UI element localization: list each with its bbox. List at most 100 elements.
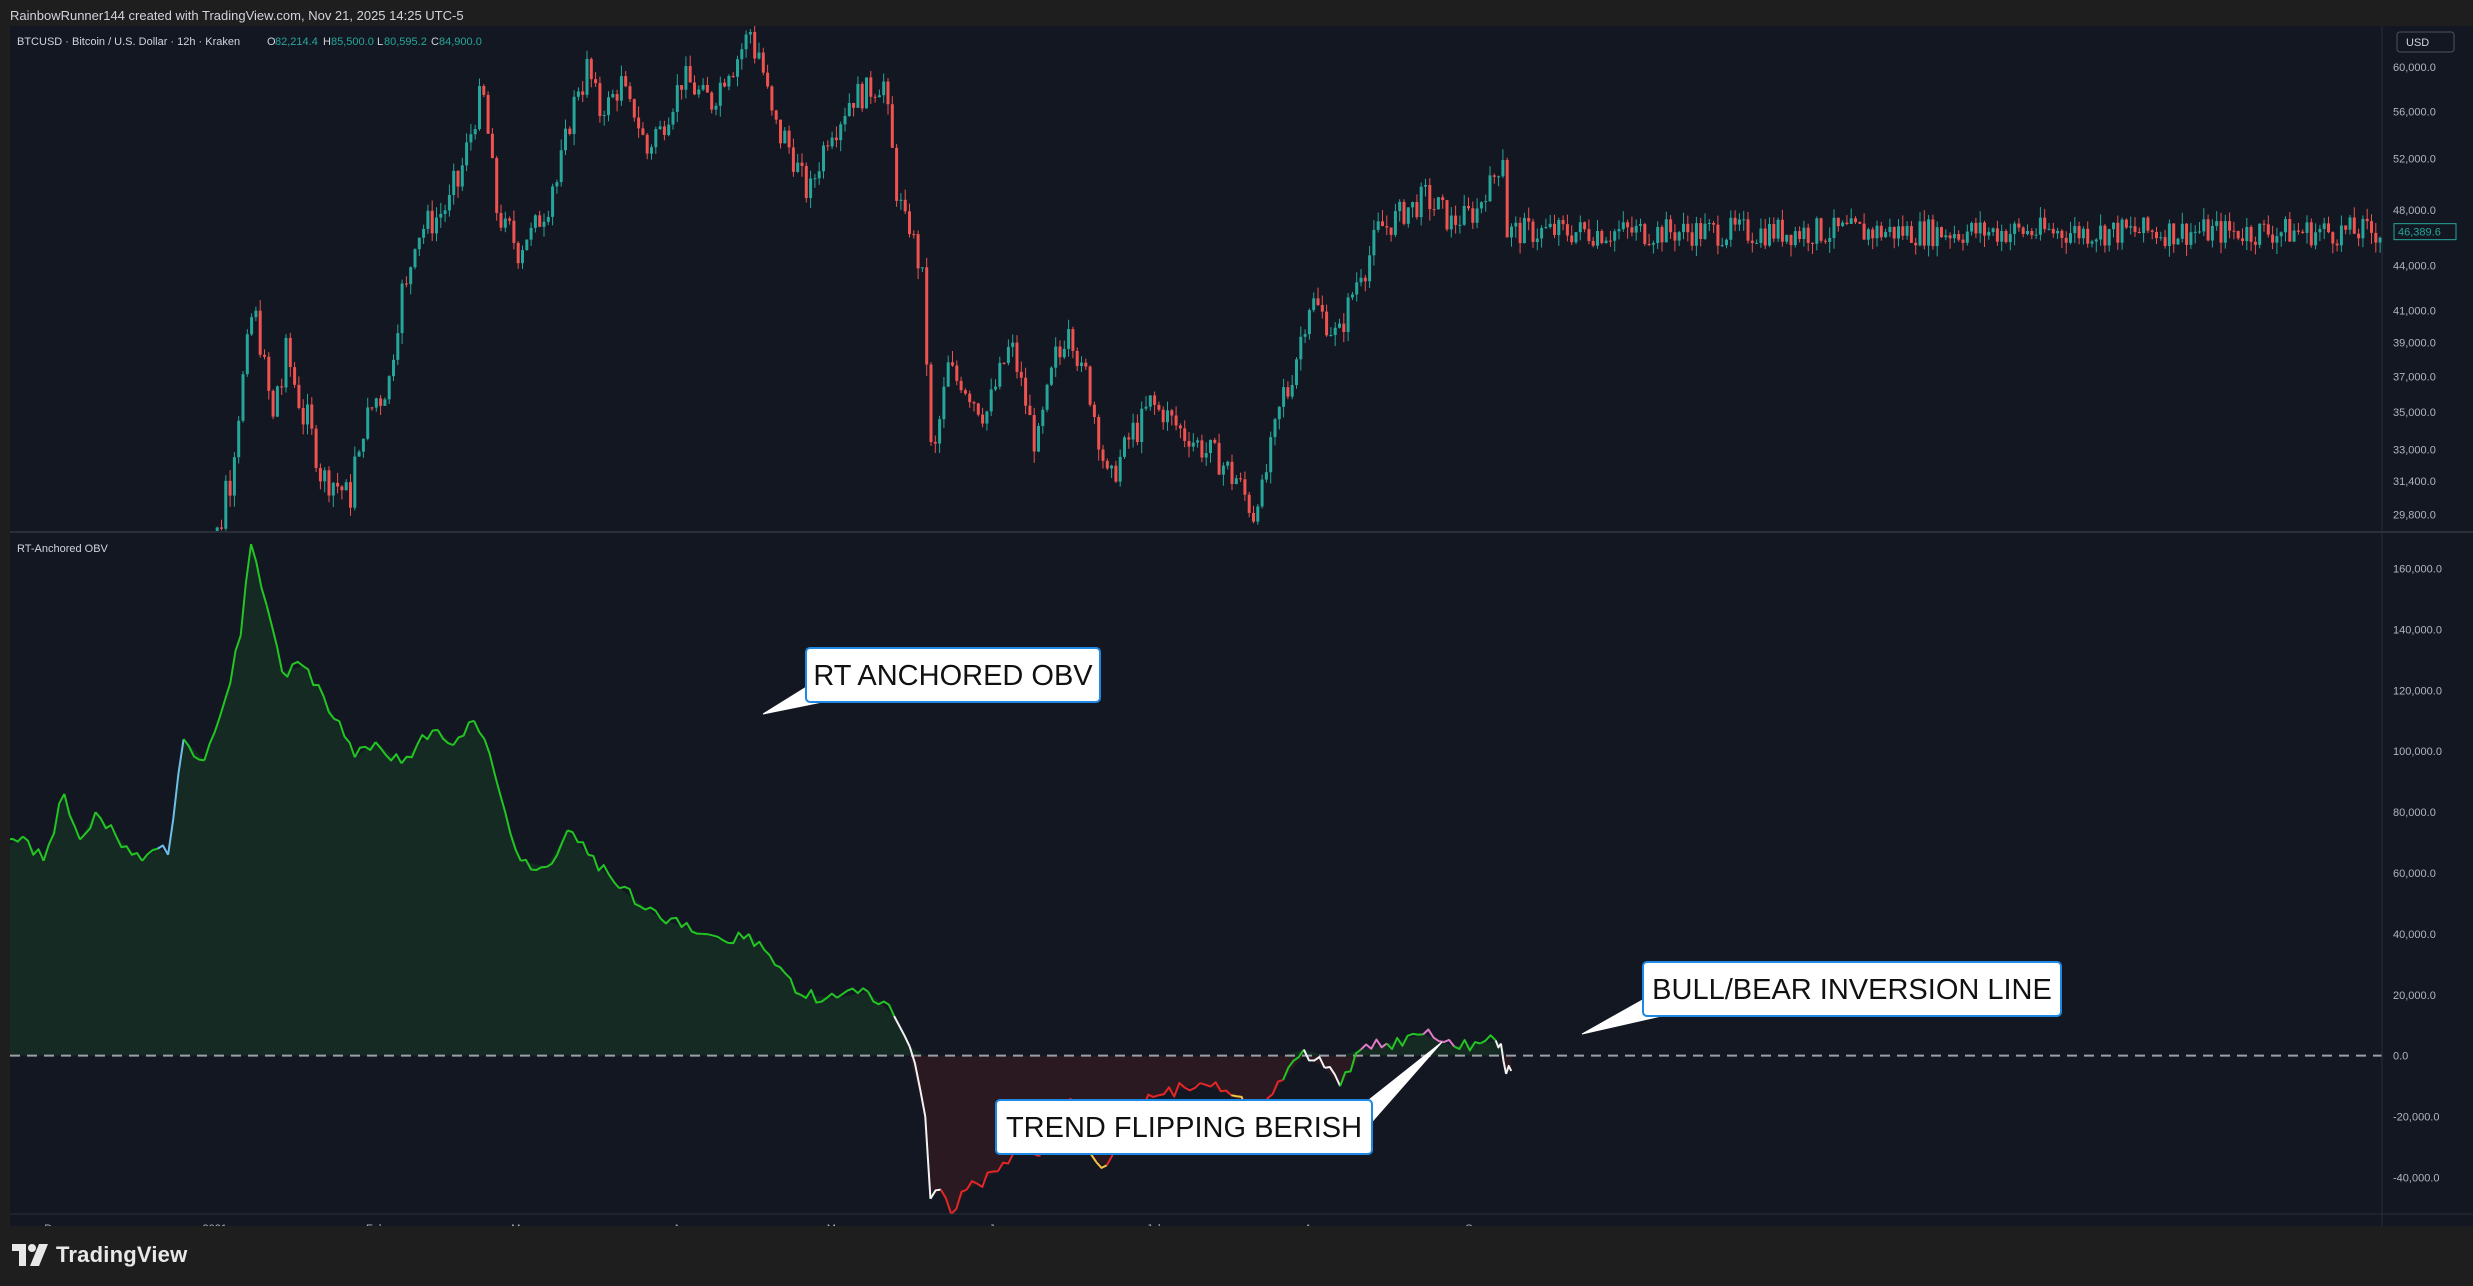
candle-body [310,404,314,429]
currency-button-box[interactable] [2396,31,2455,53]
candle-body [1127,437,1131,440]
candle-body [2017,223,2021,228]
candle-body [1393,211,1397,235]
candle-body [460,165,464,187]
candle-body [2335,243,2339,246]
annotations[interactable]: RT ANCHORED OBV BULL/BEAR INVERSION LINE T… [762,647,2062,1155]
candle-body [972,402,976,404]
candle-body [284,337,288,388]
ohlc-open-key: O [267,36,276,48]
candle-body [581,91,585,95]
candle-body [727,75,731,87]
candle-body [1415,202,1419,218]
candle-body [1183,428,1187,442]
candle-body [1682,223,1685,233]
price-pane[interactable] [199,26,2404,580]
obv-line-segment [1302,1049,1326,1069]
candle-body [753,31,757,59]
candle-body [654,129,658,148]
candle-body [1664,219,1668,243]
candle-body [1608,240,1612,242]
candle-body [353,456,357,508]
candle-body [869,77,873,97]
candle-body [908,211,911,235]
candle-body [2322,223,2326,229]
tradingview-logo[interactable]: TradingView [12,1240,187,1270]
candle-body [1948,235,1952,239]
candle-body [1742,219,1746,221]
candle-body [447,195,451,211]
candle-body [2064,237,2068,243]
candle-body [1333,327,1337,336]
candle-body [220,527,223,529]
candle-body [1970,222,1974,232]
candle-body [852,102,856,108]
candle-body [1028,405,1032,416]
candle-body [2159,237,2163,239]
symbol-info[interactable]: BTCUSD · Bitcoin / U.S. Dollar · 12h · K… [17,36,240,48]
candle-body [1006,346,1010,364]
indicator-title[interactable]: RT-Anchored OBV [17,543,109,555]
candle-body [1436,197,1440,210]
candle-body [882,81,886,96]
obv-line-segment [929,1188,941,1200]
candle-body [1626,222,1630,228]
obv-line-segment [1422,1028,1456,1048]
candle-body [916,234,920,269]
callout-obv[interactable]: RT ANCHORED OBV [762,647,1101,715]
candle-body [602,115,606,117]
candle-body [1957,234,1961,240]
candle-body [1338,323,1341,328]
candle-body [2107,229,2111,246]
candle-body [2223,221,2227,243]
candle-body [1643,224,1647,244]
callout-inversion[interactable]: BULL/BEAR INVERSION LINE [1581,961,2062,1035]
currency-label[interactable]: USD [2406,37,2429,49]
candle-body [1879,225,1883,238]
candle-body [2008,233,2012,243]
candle-body [314,428,318,468]
candle-body [1703,223,1707,239]
candle-body [2301,231,2305,233]
candle-body [1944,235,1948,238]
candle-body [1776,219,1780,239]
obv-axis-label: 160,000.0 [2393,564,2442,576]
callout-inversion-box [1642,961,2062,1017]
candle-body [1656,226,1660,244]
chart-svg[interactable]: 60,000.0 56,000.0 52,000.0 48,000.0 44,000.0… [1,26,2473,1235]
obv-line-segment [322,696,356,758]
obv-line-segment [94,811,118,837]
candle-body [1514,222,1518,227]
tradingview-logo-shape [12,1244,26,1266]
candle-body [1402,201,1406,224]
candle-body [723,82,727,87]
chart-frame[interactable]: 60,000.0 56,000.0 52,000.0 48,000.0 44,000.0… [1,26,2473,1235]
ohlc-open-value: 82,214.4 [275,36,318,48]
obv-line-segment [702,932,729,944]
candle-body [1264,472,1268,480]
obv-axis[interactable]: 160,000.0 140,000.0 120,000.0 100,000.0 80,0… [2393,564,2442,1185]
candle-body [1105,460,1109,469]
candle-body [817,171,821,179]
tradingview-logo-slash [30,1244,48,1266]
candle-body [1798,231,1802,240]
candle-body [1488,175,1492,202]
candle-body [1759,228,1763,243]
candle-body [697,89,701,95]
footer [0,1226,2473,1286]
candle-body [847,102,851,116]
candle-body [843,115,847,125]
candle-body [370,407,374,409]
candle-body [873,96,877,98]
candle-body [912,234,916,236]
obv-line-segment [924,1116,932,1199]
obv-pane[interactable] [1,543,2382,1215]
price-axis[interactable]: 60,000.0 56,000.0 52,000.0 48,000.0 44,000.0… [2393,62,2457,522]
candle-body [813,178,817,180]
obv-line-segment [157,844,169,856]
candle-body [2361,218,2365,239]
candle-body [1221,465,1225,475]
currency-button[interactable]: USD [2396,31,2455,53]
callout-trend[interactable]: TREND FLIPPING BERISH [995,1041,1443,1155]
candle-body [1080,362,1083,367]
